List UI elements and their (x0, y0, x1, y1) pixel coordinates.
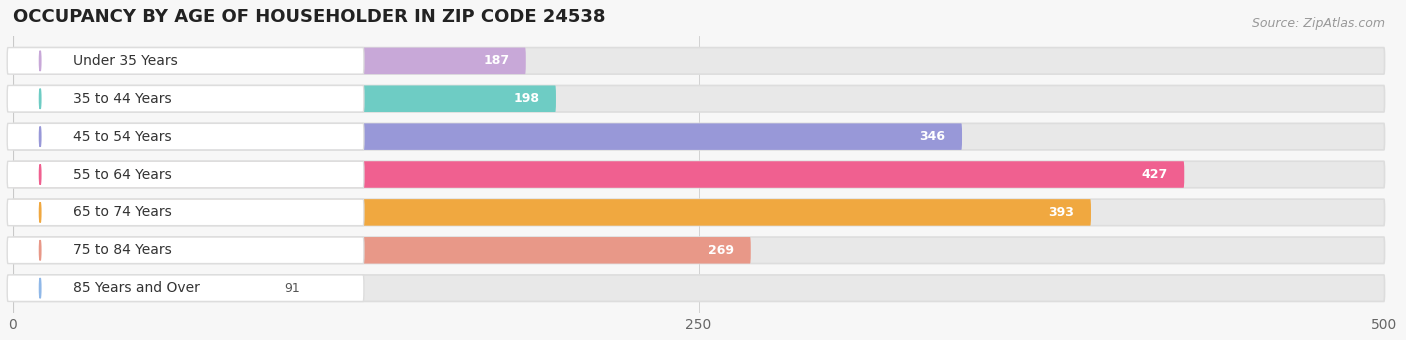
FancyBboxPatch shape (13, 237, 751, 264)
FancyBboxPatch shape (13, 199, 1091, 226)
FancyBboxPatch shape (13, 123, 962, 150)
FancyBboxPatch shape (7, 161, 364, 188)
Circle shape (39, 165, 41, 185)
Text: 427: 427 (1142, 168, 1168, 181)
FancyBboxPatch shape (7, 123, 364, 150)
Circle shape (39, 89, 41, 109)
FancyBboxPatch shape (7, 237, 364, 264)
Text: 65 to 74 Years: 65 to 74 Years (73, 205, 172, 219)
FancyBboxPatch shape (13, 48, 526, 74)
Circle shape (39, 51, 41, 71)
Circle shape (39, 202, 41, 222)
FancyBboxPatch shape (13, 199, 1385, 226)
Text: 55 to 64 Years: 55 to 64 Years (73, 168, 172, 182)
FancyBboxPatch shape (7, 275, 364, 302)
FancyBboxPatch shape (13, 275, 263, 302)
Text: Under 35 Years: Under 35 Years (73, 54, 177, 68)
Text: 346: 346 (920, 130, 946, 143)
Text: 91: 91 (284, 282, 299, 295)
FancyBboxPatch shape (13, 161, 1385, 188)
Text: 393: 393 (1049, 206, 1074, 219)
Text: 269: 269 (709, 244, 734, 257)
Text: OCCUPANCY BY AGE OF HOUSEHOLDER IN ZIP CODE 24538: OCCUPANCY BY AGE OF HOUSEHOLDER IN ZIP C… (13, 8, 605, 26)
FancyBboxPatch shape (13, 275, 1385, 302)
Circle shape (39, 278, 41, 298)
FancyBboxPatch shape (13, 48, 1385, 74)
Text: 187: 187 (484, 54, 509, 67)
Circle shape (39, 126, 41, 147)
Text: 45 to 54 Years: 45 to 54 Years (73, 130, 172, 143)
FancyBboxPatch shape (7, 85, 364, 112)
FancyBboxPatch shape (7, 48, 364, 74)
FancyBboxPatch shape (13, 123, 1385, 150)
Text: 75 to 84 Years: 75 to 84 Years (73, 243, 172, 257)
FancyBboxPatch shape (13, 85, 555, 112)
FancyBboxPatch shape (7, 199, 364, 226)
FancyBboxPatch shape (13, 237, 1385, 264)
Text: 35 to 44 Years: 35 to 44 Years (73, 92, 172, 106)
FancyBboxPatch shape (13, 161, 1184, 188)
Text: Source: ZipAtlas.com: Source: ZipAtlas.com (1251, 17, 1385, 30)
Text: 198: 198 (513, 92, 540, 105)
Text: 85 Years and Over: 85 Years and Over (73, 281, 200, 295)
Circle shape (39, 240, 41, 260)
FancyBboxPatch shape (13, 85, 1385, 112)
